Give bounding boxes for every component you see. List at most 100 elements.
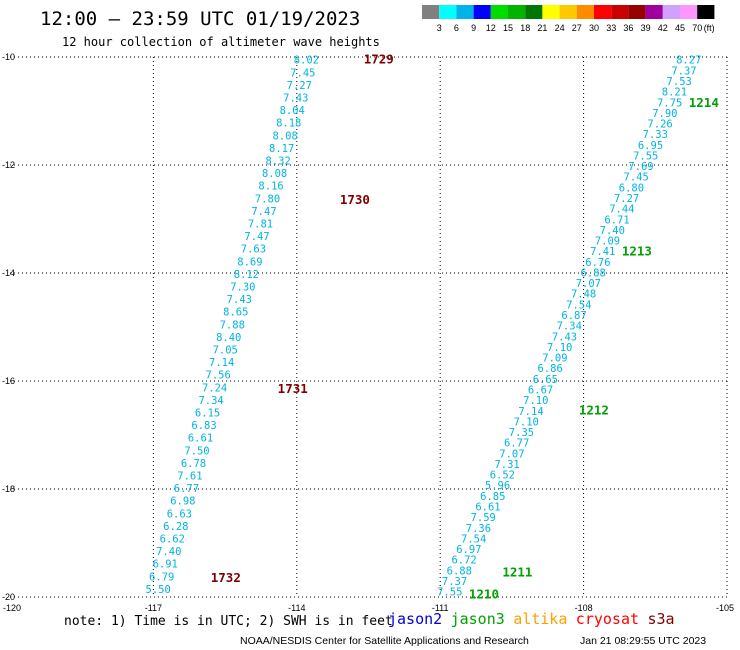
y-tick-label: -16 <box>2 376 15 386</box>
wave-height-point: 7.05 <box>213 345 238 357</box>
wave-height-point: 6.63 <box>167 508 192 520</box>
wave-height-point: 7.34 <box>198 395 223 407</box>
color-scale-legend: 3 6 9 12 15 18 21 24 27 30 33 36 39 42 45 70 (ft) <box>422 5 715 33</box>
wave-height-point: 6.77 <box>174 483 199 495</box>
wave-height-point: 7.61 <box>177 471 202 483</box>
note-text: note: 1) Time is in UTC; 2) SWH is in fe… <box>64 614 393 629</box>
wave-height-point: 6.87 <box>561 310 586 322</box>
wave-height-point: 7.07 <box>576 278 601 290</box>
wave-height-point: 7.80 <box>255 193 280 205</box>
wave-height-point: 7.24 <box>202 382 227 394</box>
wave-height-point: 7.43 <box>552 331 577 343</box>
wave-height-point: 6.95 <box>638 140 663 152</box>
color-swatch <box>576 5 594 19</box>
wave-height-point: 7.37 <box>442 576 467 588</box>
color-scale-label: 15 <box>503 23 513 33</box>
wave-height-point: 7.56 <box>206 370 231 382</box>
wave-height-point: 7.27 <box>614 193 639 205</box>
footer-credit: NOAA/NESDIS Center for Satellite Applica… <box>240 635 529 647</box>
x-tick-label: -111 <box>432 603 449 613</box>
pass-number-label: 1214 <box>689 95 719 110</box>
wave-height-point: 6.88 <box>581 267 606 279</box>
chart-title: 12:00 – 23:59 UTC 01/19/2023 <box>40 8 360 30</box>
wave-height-point: 7.07 <box>499 448 524 460</box>
wave-height-point: 7.33 <box>643 129 668 141</box>
wave-height-point: 7.09 <box>542 353 567 365</box>
wave-height-point: 8.40 <box>216 332 241 344</box>
wave-height-point: 8.69 <box>237 256 262 268</box>
y-tick-label: -14 <box>2 268 15 278</box>
wave-height-point: 7.34 <box>557 321 582 333</box>
color-scale-label: 45 <box>675 23 685 33</box>
wave-height-point: 6.15 <box>195 408 220 420</box>
satellite-legend-item: jason3 <box>451 610 505 628</box>
wave-height-point: 6.72 <box>451 555 476 567</box>
x-tick-label: -108 <box>575 603 593 613</box>
wave-height-point: 7.31 <box>494 459 519 471</box>
color-scale-label: (ft) <box>704 23 715 33</box>
color-swatch <box>680 5 698 19</box>
color-swatch <box>611 5 629 19</box>
y-tick-label: -18 <box>2 484 15 494</box>
footer-timestamp: Jan 21 08:29:55 UTC 2023 <box>580 635 706 647</box>
x-tick-label: -114 <box>288 603 305 613</box>
wave-height-point: 7.14 <box>518 406 543 418</box>
color-scale-label: 3 <box>437 23 442 33</box>
wave-height-point: 7.43 <box>283 93 308 105</box>
wave-height-point: 8.65 <box>223 307 248 319</box>
wave-height-point: 7.53 <box>667 76 692 88</box>
wave-height-point: 6.98 <box>170 496 195 508</box>
color-scale-label: 24 <box>555 23 565 33</box>
color-swatch <box>594 5 612 19</box>
wave-height-point: 7.48 <box>571 289 596 301</box>
color-swatch <box>439 5 457 19</box>
wave-height-point: 7.81 <box>248 219 273 231</box>
wave-height-point: 7.75 <box>657 97 682 109</box>
wave-height-point: 7.50 <box>184 445 209 457</box>
color-scale-label: 42 <box>658 23 668 33</box>
axis-tick-labels: -120 -117 -114 -111 -108 -105 -10 -12 -14 -16 -18 -… <box>2 52 734 613</box>
wave-height-point: 7.59 <box>471 512 496 524</box>
wave-height-point: 8.32 <box>265 156 290 168</box>
wave-height-point: 7.43 <box>227 294 252 306</box>
color-scale-label: 18 <box>520 23 530 33</box>
color-scale-label: 36 <box>623 23 633 33</box>
color-scale-label: 30 <box>589 23 599 33</box>
wave-height-values: 8.027.457.277.438.048.188.088.178.328.08… <box>146 55 702 599</box>
wave-height-point: 8.21 <box>662 87 687 99</box>
color-scale-label: 39 <box>641 23 651 33</box>
color-swatch <box>628 5 646 19</box>
pass-number-label: 1211 <box>502 565 532 580</box>
color-swatch <box>490 5 508 19</box>
wave-height-point: 6.52 <box>490 470 515 482</box>
wave-height-point: 7.40 <box>156 546 181 558</box>
wave-height-point: 7.10 <box>523 395 548 407</box>
plot-grid <box>10 56 728 598</box>
wave-height-point: 8.02 <box>294 55 319 67</box>
x-tick-label: -105 <box>716 603 734 613</box>
color-swatch <box>645 5 663 19</box>
color-scale-label: 12 <box>486 23 496 33</box>
wave-height-point: 7.30 <box>230 282 255 294</box>
wave-height-point: 6.62 <box>160 534 185 546</box>
color-swatch <box>473 5 491 19</box>
wave-height-point: 7.14 <box>209 357 234 369</box>
y-tick-label: -12 <box>2 160 15 170</box>
wave-height-point: 7.54 <box>566 299 591 311</box>
wave-height-point: 8.17 <box>269 143 294 155</box>
wave-height-point: 7.55 <box>633 150 658 162</box>
pass-number-label: 1730 <box>340 192 370 207</box>
wave-height-point: 6.67 <box>528 384 553 396</box>
wave-height-point: 6.76 <box>585 257 610 269</box>
wave-height-point: 6.79 <box>149 571 174 583</box>
wave-height-point: 7.10 <box>547 342 572 354</box>
color-swatch <box>559 5 577 19</box>
wave-height-point: 7.90 <box>652 108 677 120</box>
wave-height-point: 8.08 <box>262 168 287 180</box>
wave-height-point: 7.45 <box>624 172 649 184</box>
satellite-legend-item: cryosat <box>576 610 639 628</box>
wave-height-point: 6.61 <box>188 433 213 445</box>
y-tick-label: -10 <box>2 52 15 62</box>
wave-height-point: 6.78 <box>181 458 206 470</box>
